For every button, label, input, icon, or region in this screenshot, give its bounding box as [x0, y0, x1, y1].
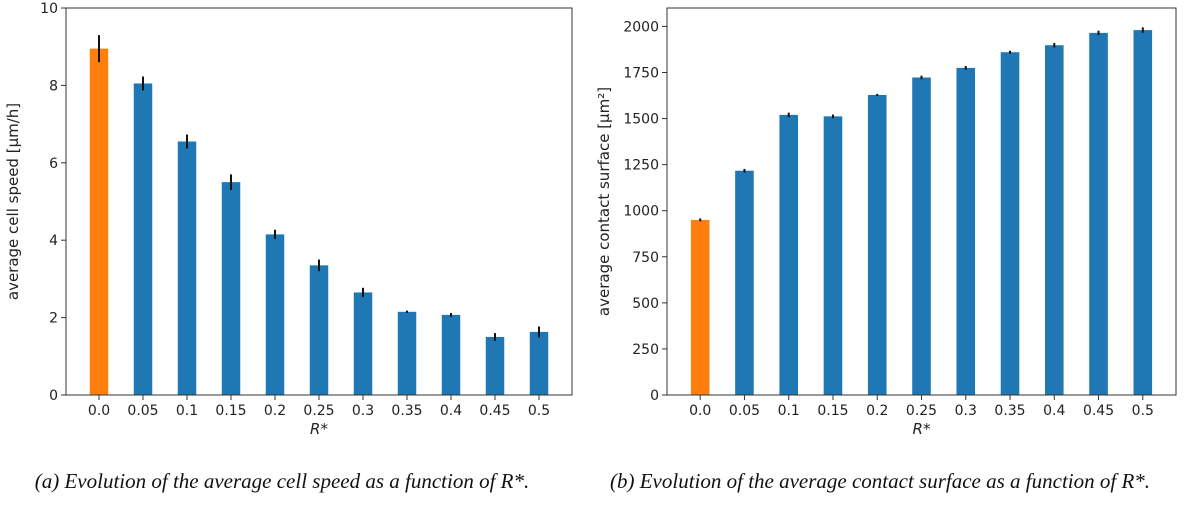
- bar-a-8: [441, 314, 461, 395]
- x-tick-label-a-1: 0.05: [127, 403, 158, 419]
- bar-a-7: [397, 311, 417, 395]
- x-tick-label-a-2: 0.1: [176, 403, 198, 419]
- bar-a-10: [529, 331, 549, 395]
- x-tick-label-b-1: 0.05: [729, 403, 760, 419]
- caption-a: (a) Evolution of the average cell speed …: [34, 469, 530, 493]
- y-tick-label-b-2: 500: [632, 296, 659, 312]
- bar-b-3: [823, 116, 843, 396]
- bar-a-0: [89, 48, 109, 395]
- y-tick-label-b-4: 1000: [623, 204, 659, 220]
- y-tick-label-b-3: 750: [632, 250, 659, 266]
- y-tick-label-a-1: 2: [49, 311, 58, 327]
- y-tick-label-b-1: 250: [632, 342, 659, 358]
- y-tick-label-a-0: 0: [49, 388, 58, 404]
- x-tick-label-a-0: 0.0: [88, 403, 110, 419]
- y-tick-label-b-0: 0: [650, 388, 659, 404]
- x-tick-label-a-10: 0.5: [528, 403, 550, 419]
- y-tick-label-b-7: 1750: [623, 66, 659, 82]
- bar-a-3: [221, 182, 241, 395]
- bar-b-6: [956, 67, 976, 395]
- x-tick-label-a-4: 0.2: [264, 403, 286, 419]
- bar-b-10: [1133, 30, 1153, 396]
- bar-b-8: [1044, 45, 1064, 395]
- x-tick-label-b-2: 0.1: [778, 403, 800, 419]
- bar-a-2: [177, 141, 197, 395]
- x-tick-label-a-6: 0.3: [352, 403, 374, 419]
- x-tick-label-b-10: 0.5: [1132, 403, 1154, 419]
- x-tick-label-b-5: 0.25: [906, 403, 937, 419]
- x-tick-label-a-3: 0.15: [215, 403, 246, 419]
- y-axis-label-b: average contact surface [μm²]: [595, 87, 613, 316]
- x-tick-label-a-9: 0.45: [479, 403, 510, 419]
- y-tick-label-a-5: 10: [40, 1, 58, 17]
- bar-b-1: [735, 170, 754, 395]
- x-tick-label-b-4: 0.2: [866, 403, 888, 419]
- x-tick-label-b-3: 0.15: [817, 403, 848, 419]
- y-tick-label-b-5: 1250: [623, 158, 659, 174]
- x-tick-label-a-8: 0.4: [440, 403, 462, 419]
- bar-a-1: [133, 83, 153, 396]
- x-tick-label-b-9: 0.45: [1083, 403, 1114, 419]
- bar-b-4: [867, 94, 887, 395]
- chart-average-contact-surface: 0 250 500 750 1000 1250 1500 1750 2000 0.0 0.05 0.1…: [595, 7, 1177, 438]
- chart-average-cell-speed: 0 2 4 6 8 10 0.0 0.05 0.1 0.15 0.2 0.25 0.3 0.35 0.4 0.…: [4, 1, 573, 438]
- bar-a-4: [265, 234, 285, 395]
- x-tick-label-a-7: 0.35: [391, 403, 422, 419]
- y-tick-label-a-4: 8: [49, 78, 58, 94]
- x-axis-label-a: R*: [310, 420, 328, 438]
- bar-b-5: [912, 77, 931, 395]
- y-tick-label-a-2: 4: [49, 233, 58, 249]
- bar-a-6: [353, 292, 373, 395]
- x-axis-label-b: R*: [913, 420, 931, 438]
- bar-b-7: [1000, 52, 1020, 395]
- x-tick-label-b-6: 0.3: [955, 403, 977, 419]
- x-tick-label-b-7: 0.35: [994, 403, 1025, 419]
- y-tick-label-b-8: 2000: [623, 19, 659, 35]
- x-tick-label-b-0: 0.0: [689, 403, 711, 419]
- bar-a-9: [485, 336, 505, 395]
- x-tick-label-a-5: 0.25: [303, 403, 334, 419]
- y-tick-label-b-6: 1500: [623, 112, 659, 128]
- figure-charts: 0 2 4 6 8 10 0.0 0.05 0.1 0.15 0.2 0.25 0.3 0.35 0.4 0.…: [4, 1, 1177, 438]
- x-tick-label-b-8: 0.4: [1043, 403, 1065, 419]
- bar-a-5: [309, 265, 329, 395]
- caption-b: (b) Evolution of the average contact sur…: [609, 469, 1151, 493]
- y-tick-label-a-3: 6: [49, 156, 58, 172]
- bar-b-0: [690, 219, 710, 395]
- y-axis-label-a: average cell speed [μm/h]: [4, 103, 22, 300]
- bar-b-9: [1089, 32, 1108, 395]
- bar-b-2: [779, 114, 799, 395]
